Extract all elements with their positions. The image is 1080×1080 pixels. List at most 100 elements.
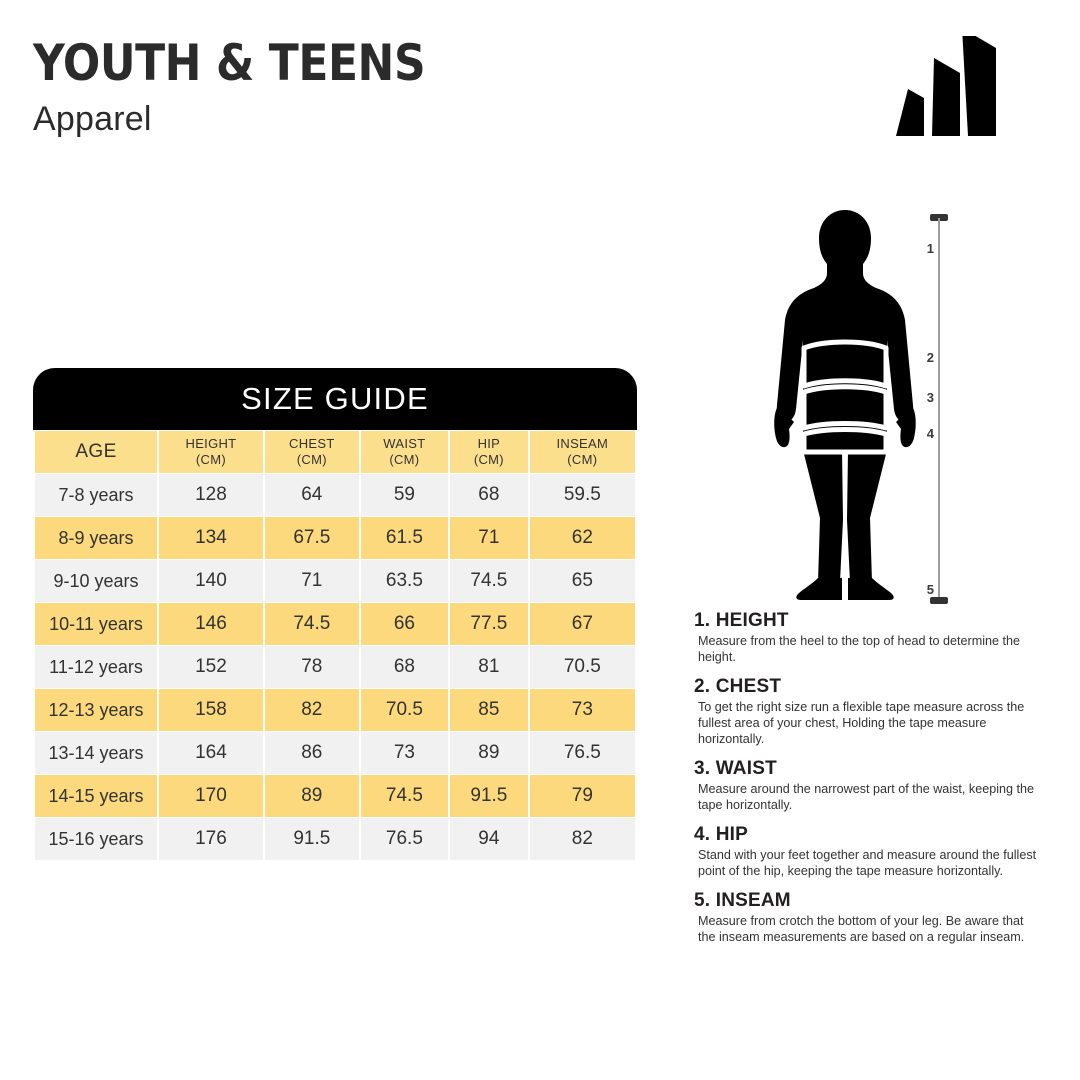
table-cell-height: 128 <box>159 474 263 516</box>
table-cell-hip: 91.5 <box>450 775 528 817</box>
size-guide-table-container: SIZE GUIDE AGE HEIGHT (CM) CHEST (CM) WA… <box>33 368 637 861</box>
table-cell-age: 7-8 years <box>35 474 157 516</box>
table-cell-inseam: 76.5 <box>529 732 635 774</box>
table-cell-chest: 82 <box>264 689 359 731</box>
table-cell-chest: 64 <box>264 474 359 516</box>
table-cell-height: 134 <box>159 517 263 559</box>
table-cell-height: 170 <box>159 775 263 817</box>
table-cell-height: 146 <box>159 603 263 645</box>
table-row: 13-14 years 164 86 73 89 76.5 <box>35 732 635 774</box>
column-header-age: AGE <box>35 431 157 473</box>
instruction-heading: 3. WAIST <box>694 757 777 779</box>
table-cell-waist: 74.5 <box>360 775 449 817</box>
table-cell-chest: 78 <box>264 646 359 688</box>
size-guide-title-bar: SIZE GUIDE <box>33 368 637 430</box>
table-cell-age: 15-16 years <box>35 818 157 860</box>
table-cell-inseam: 65 <box>529 560 635 602</box>
instruction-heading: 5. INSEAM <box>694 889 791 911</box>
table-cell-inseam: 73 <box>529 689 635 731</box>
table-cell-waist: 63.5 <box>360 560 449 602</box>
table-row: 14-15 years 170 89 74.5 91.5 79 <box>35 775 635 817</box>
table-row: 11-12 years 152 78 68 81 70.5 <box>35 646 635 688</box>
ruler-mark-4: 4 <box>926 426 934 441</box>
table-cell-height: 158 <box>159 689 263 731</box>
adidas-logo <box>896 28 1038 141</box>
instruction-body: Measure from the heel to the top of head… <box>698 634 1021 664</box>
page-subtitle: Apparel <box>33 100 152 138</box>
ruler-cap-bottom <box>930 597 948 604</box>
table-row: 12-13 years 158 82 70.5 85 73 <box>35 689 635 731</box>
table-cell-inseam: 79 <box>529 775 635 817</box>
instruction-body: Measure around the narrowest part of the… <box>698 781 1035 812</box>
table-body: 7-8 years 128 64 59 68 59.5 8-9 years 134 67.5 61… <box>35 474 635 860</box>
table-cell-age: 8-9 years <box>35 517 157 559</box>
column-header-waist-label: WAIST <box>383 435 426 451</box>
table-cell-waist: 73 <box>360 732 449 774</box>
ruler-mark-5: 5 <box>926 582 934 597</box>
column-header-age-label: AGE <box>75 441 117 462</box>
table-cell-inseam: 70.5 <box>529 646 635 688</box>
measurement-instructions: 1. HEIGHT Measure from the heel to the to… <box>694 610 1040 956</box>
instruction-heading: 4. HIP <box>694 823 748 845</box>
column-header-hip-unit: (CM) <box>473 452 504 467</box>
size-guide-title: SIZE GUIDE <box>241 381 429 416</box>
instruction-block: 5. INSEAM Measure from crotch the bottom … <box>694 890 1040 946</box>
ruler-mark-3: 3 <box>926 390 934 405</box>
column-header-chest-label: CHEST <box>289 435 335 451</box>
column-header-height-unit: (CM) <box>195 452 226 467</box>
table-row: 10-11 years 146 74.5 66 77.5 67 <box>35 603 635 645</box>
table-cell-hip: 85 <box>450 689 528 731</box>
table-cell-inseam: 59.5 <box>529 474 635 516</box>
ruler-mark-1: 1 <box>926 241 934 256</box>
table-cell-waist: 70.5 <box>360 689 449 731</box>
instruction-body: Measure from crotch the bottom of your l… <box>698 913 1025 944</box>
table-cell-hip: 68 <box>450 474 528 516</box>
table-cell-hip: 74.5 <box>450 560 528 602</box>
height-ruler: 1 2 3 4 5 <box>918 214 958 604</box>
instruction-body: To get the right size run a flexible tap… <box>698 699 1025 746</box>
column-header-height: HEIGHT (CM) <box>159 431 263 473</box>
column-header-waist-unit: (CM) <box>389 452 420 467</box>
table-row: 15-16 years 176 91.5 76.5 94 82 <box>35 818 635 860</box>
size-guide-table: AGE HEIGHT (CM) CHEST (CM) WAIST (CM) HI… <box>33 430 637 861</box>
table-cell-chest: 91.5 <box>264 818 359 860</box>
instruction-block: 2. CHEST To get the right size run a flex… <box>694 676 1040 748</box>
ruler-line <box>938 218 940 600</box>
table-header-row: AGE HEIGHT (CM) CHEST (CM) WAIST (CM) HI… <box>35 431 635 473</box>
column-header-height-label: HEIGHT <box>185 435 237 451</box>
table-cell-chest: 67.5 <box>264 517 359 559</box>
body-silhouette-icon <box>774 210 916 600</box>
table-cell-hip: 89 <box>450 732 528 774</box>
table-cell-chest: 86 <box>264 732 359 774</box>
table-cell-height: 152 <box>159 646 263 688</box>
instruction-block: 1. HEIGHT Measure from the heel to the to… <box>694 610 1040 666</box>
table-cell-inseam: 82 <box>529 818 635 860</box>
page-header: YOUTH & TEENS Apparel <box>33 38 479 139</box>
table-cell-hip: 94 <box>450 818 528 860</box>
table-head: AGE HEIGHT (CM) CHEST (CM) WAIST (CM) HI… <box>35 431 635 473</box>
column-header-inseam-unit: (CM) <box>567 452 598 467</box>
column-header-chest: CHEST (CM) <box>264 431 359 473</box>
table-cell-waist: 68 <box>360 646 449 688</box>
column-header-hip: HIP (CM) <box>450 431 528 473</box>
table-cell-waist: 61.5 <box>360 517 449 559</box>
table-row: 7-8 years 128 64 59 68 59.5 <box>35 474 635 516</box>
table-cell-chest: 89 <box>264 775 359 817</box>
column-header-waist: WAIST (CM) <box>360 431 449 473</box>
table-cell-inseam: 67 <box>529 603 635 645</box>
ruler-mark-2: 2 <box>926 350 934 365</box>
instruction-body: Stand with your feet together and measur… <box>698 847 1037 878</box>
table-cell-age: 9-10 years <box>35 560 157 602</box>
table-cell-hip: 71 <box>450 517 528 559</box>
table-row: 9-10 years 140 71 63.5 74.5 65 <box>35 560 635 602</box>
instruction-heading: 2. CHEST <box>694 675 782 697</box>
column-header-inseam: INSEAM (CM) <box>529 431 635 473</box>
table-row: 8-9 years 134 67.5 61.5 71 62 <box>35 517 635 559</box>
table-cell-age: 12-13 years <box>35 689 157 731</box>
column-header-inseam-label: INSEAM <box>556 435 609 451</box>
table-cell-age: 13-14 years <box>35 732 157 774</box>
page-title: YOUTH & TEENS <box>33 34 426 92</box>
table-cell-height: 176 <box>159 818 263 860</box>
instruction-heading: 1. HEIGHT <box>694 610 789 631</box>
column-header-chest-unit: (CM) <box>296 452 327 467</box>
